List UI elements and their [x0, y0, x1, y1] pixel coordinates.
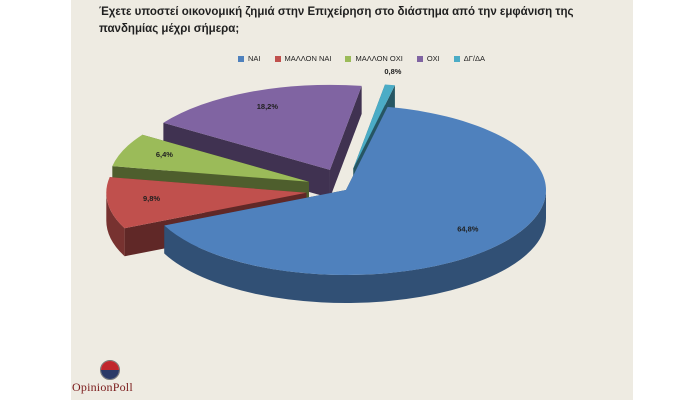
data-label: 64,8%: [457, 224, 479, 233]
legend-item-nai: ΝΑΙ: [238, 54, 261, 63]
pie-label-layer: 64,8% 9,8% 6,4% 18,2% 0,8%: [143, 67, 479, 233]
data-label: 18,2%: [257, 102, 279, 111]
legend-item-oxi: ΟΧΙ: [416, 54, 440, 63]
legend-label: ΝΑΙ: [248, 54, 261, 63]
pie-slice: [353, 84, 395, 169]
legend-swatch: [416, 55, 423, 62]
opinionpoll-logo: OpinionPoll: [72, 360, 162, 400]
pie-slice-outer-wall: [164, 190, 546, 303]
legend-swatch: [238, 55, 244, 62]
pie-slice: [163, 84, 362, 170]
legend-swatch: [453, 55, 460, 62]
pie-slice-outer-wall: [106, 192, 125, 257]
legend-swatch: [274, 55, 281, 62]
pie-top-layer: [106, 84, 546, 275]
pie-slice: [164, 106, 546, 275]
chart-legend: ΝΑΙ ΜΑΛΛΟΝ ΝΑΙ ΜΑΛΛΟΝ ΟΧΙ ΟΧΙ ΔΓ/ΔΑ: [238, 54, 485, 63]
legend-swatch: [345, 55, 352, 62]
pie-slice-wall: [329, 85, 362, 198]
logo-mark-icon: [100, 360, 120, 380]
legend-item-mallon-nai: ΜΑΛΛΟΝ ΝΑΙ: [274, 54, 332, 63]
pie-slice: [106, 177, 307, 229]
pie-slice: [112, 134, 309, 182]
data-label: 9,8%: [143, 194, 160, 203]
logo-text: OpinionPoll: [72, 380, 133, 394]
data-label: 0,8%: [384, 67, 401, 76]
legend-label: ΔΓ/ΔΑ: [463, 54, 486, 63]
legend-item-dg-da: ΔΓ/ΔΑ: [453, 54, 486, 63]
data-label: 6,4%: [156, 150, 173, 159]
legend-label: ΜΑΛΛΟΝ ΝΑΙ: [284, 54, 332, 63]
legend-label: ΜΑΛΛΟΝ ΟΧΙ: [355, 54, 403, 63]
legend-item-mallon-oxi: ΜΑΛΛΟΝ ΟΧΙ: [345, 54, 403, 63]
chart-title: Έχετε υποστεί οικονομική ζημιά στην Επιχ…: [99, 6, 574, 35]
legend-label: ΟΧΙ: [426, 54, 440, 63]
